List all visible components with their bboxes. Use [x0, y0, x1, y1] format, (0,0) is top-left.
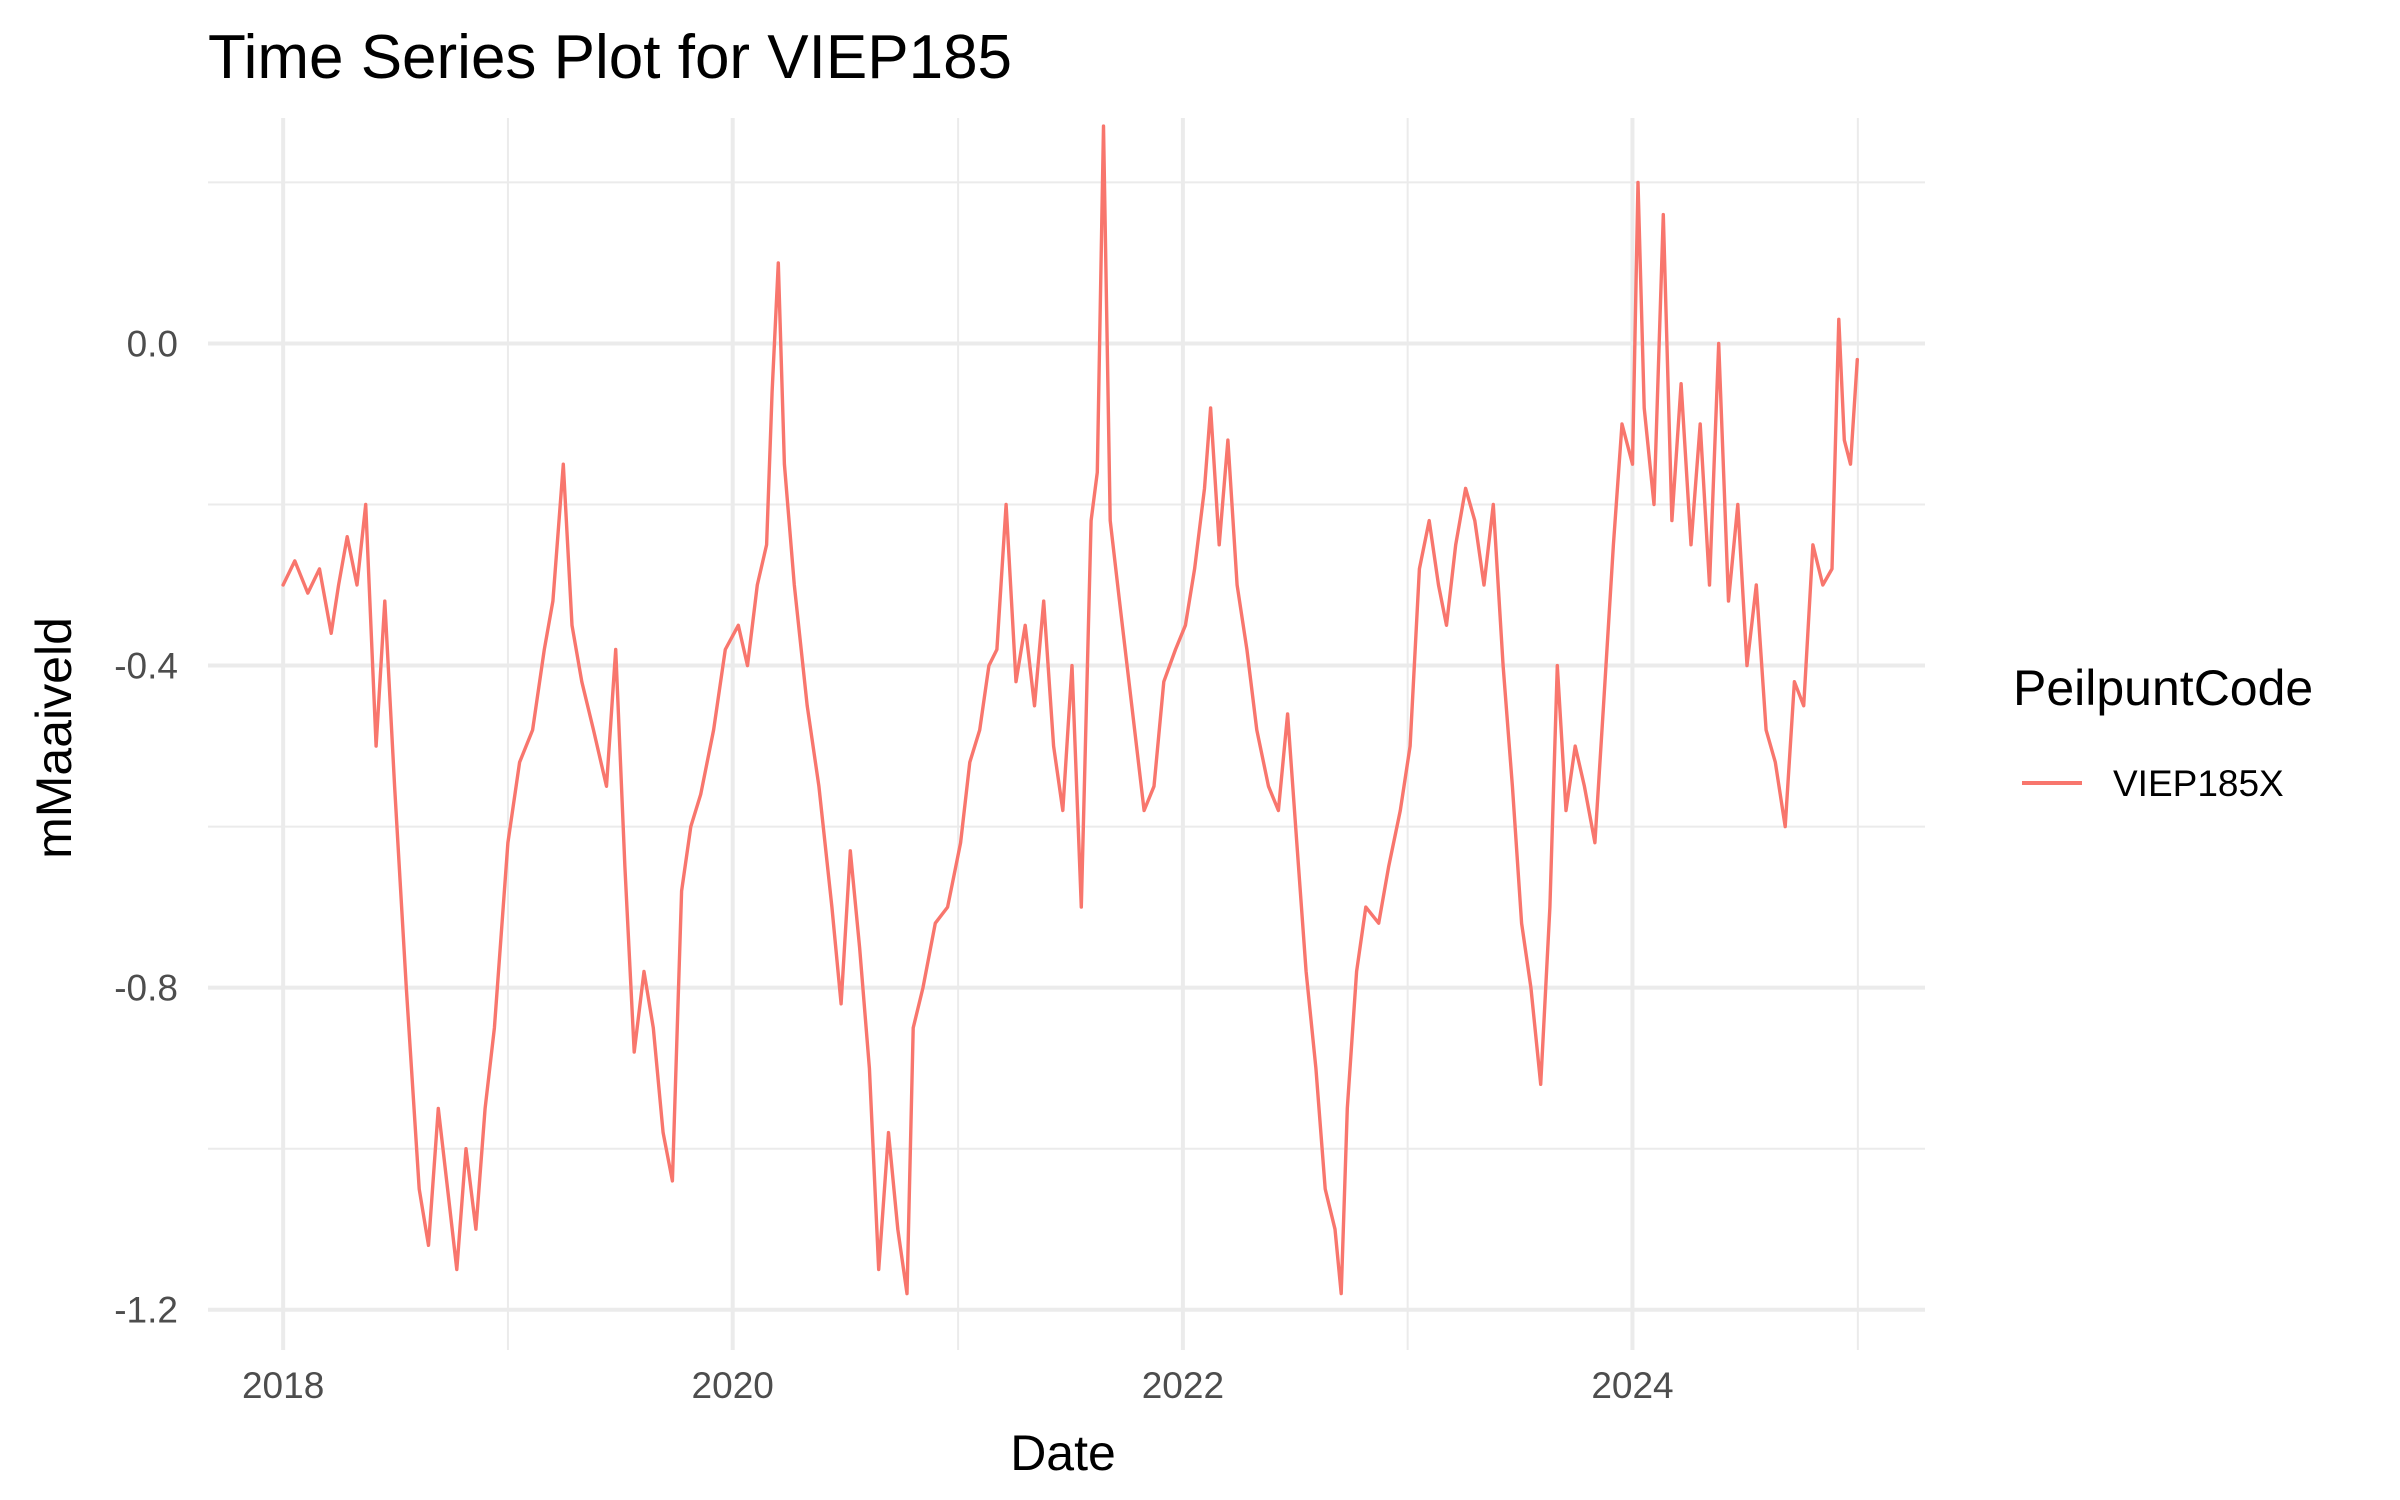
y-tick-label: 0.0 — [127, 323, 178, 364]
y-tick-label: -1.2 — [114, 1290, 178, 1331]
legend: PeilpuntCode VIEP185X — [2013, 660, 2313, 804]
x-axis-title: Date — [1010, 1425, 1116, 1481]
series-layer — [281, 124, 1859, 1296]
x-tick-label: 2020 — [692, 1365, 774, 1406]
plot-grid — [208, 118, 1925, 1350]
chart-title: Time Series Plot for VIEP185 — [208, 23, 1012, 92]
legend-title: PeilpuntCode — [2013, 660, 2313, 716]
x-tick-label: 2018 — [242, 1365, 324, 1406]
x-tick-label: 2022 — [1142, 1365, 1224, 1406]
y-axis-ticks: 0.0 -0.4 -0.8 -1.2 — [114, 323, 178, 1330]
y-axis-title: mMaaiveld — [26, 617, 82, 859]
y-tick-label: -0.4 — [114, 646, 178, 687]
y-tick-label: -0.8 — [114, 968, 178, 1009]
legend-label-VIEP185X: VIEP185X — [2113, 763, 2284, 804]
x-tick-label: 2024 — [1591, 1365, 1673, 1406]
x-axis-ticks: 2018 2020 2022 2024 — [242, 1365, 1674, 1406]
series-line-VIEP185X — [281, 124, 1859, 1296]
